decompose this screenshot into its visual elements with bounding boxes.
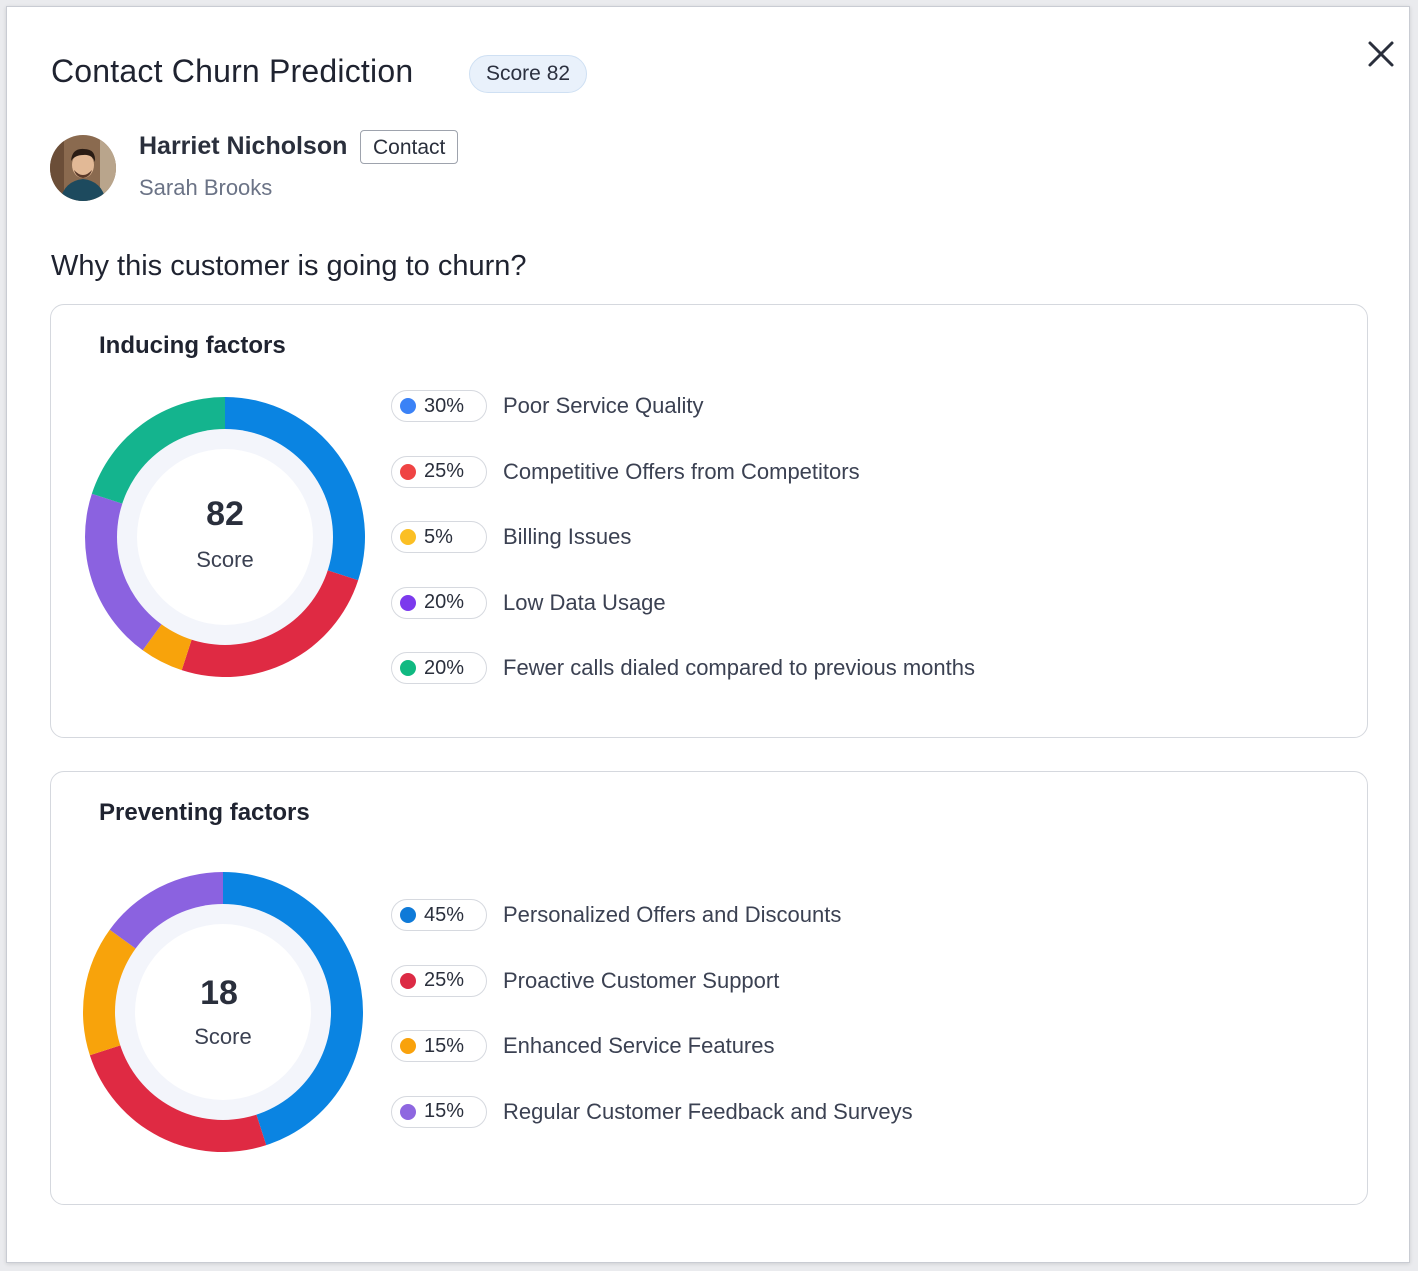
- donut-slice: [91, 397, 226, 505]
- factor-percent: 5%: [424, 525, 453, 548]
- factor-percent-pill: 25%: [391, 455, 487, 488]
- factor-percent: 25%: [424, 460, 465, 483]
- dialog-title: Contact Churn Prediction: [51, 53, 414, 89]
- factor-label: Regular Customer Feedback and Surveys: [503, 1098, 913, 1124]
- factor-row: 45% Personalized Offers and Discounts: [391, 898, 841, 932]
- legend-dot-icon: [400, 660, 416, 677]
- factor-percent-pill: 5%: [391, 521, 487, 554]
- churn-dialog: Contact Churn Prediction Score 82 Harrie…: [6, 6, 1410, 1263]
- factor-row: 20% Fewer calls dialed compared to previo…: [391, 651, 975, 685]
- donut-slice: [223, 872, 363, 1146]
- factor-label: Billing Issues: [503, 524, 632, 550]
- factor-percent: 25%: [424, 969, 465, 992]
- contact-name[interactable]: Harriet Nicholson: [139, 132, 348, 160]
- factor-row: 30% Poor Service Quality: [391, 389, 704, 423]
- factor-row: 25% Proactive Customer Support: [391, 964, 779, 998]
- factor-label: Personalized Offers and Discounts: [503, 902, 842, 927]
- section-heading: Why this customer is going to churn?: [51, 250, 527, 282]
- factor-row: 20% Low Data Usage: [391, 586, 666, 620]
- factor-percent-pill: 15%: [391, 1030, 487, 1063]
- legend-dot-icon: [400, 398, 416, 414]
- factor-percent-pill: 25%: [391, 964, 487, 997]
- donut-center: [135, 924, 311, 1100]
- donut-slice: [83, 929, 138, 1056]
- legend-dot-icon: [400, 463, 416, 480]
- factor-row: 5% Billing Issues: [391, 520, 631, 554]
- legend-dot-icon: [400, 529, 416, 546]
- donut-score-label: Score: [194, 1024, 251, 1049]
- donut-score-label: Score: [196, 547, 253, 572]
- panel-title: Inducing factors: [99, 332, 286, 359]
- factor-label: Fewer calls dialed compared to previous …: [503, 655, 976, 681]
- contact-owner: Sarah Brooks: [139, 175, 273, 200]
- factor-percent-pill: 15%: [391, 1095, 487, 1128]
- donut-slice: [225, 397, 366, 581]
- factor-percent: 20%: [424, 591, 465, 614]
- legend-dot-icon: [400, 907, 416, 923]
- contact-type-tag: Contact: [360, 130, 459, 164]
- legend-dot-icon: [400, 1103, 416, 1120]
- donut-score-value: 82: [206, 495, 244, 533]
- avatar: [50, 135, 116, 201]
- inducing-donut-chart: 82 Score: [85, 397, 366, 677]
- close-icon[interactable]: [1364, 37, 1398, 71]
- factor-percent: 45%: [424, 903, 465, 926]
- factor-label: Competitive Offers from Competitors: [503, 458, 860, 484]
- donut-score-value: 18: [200, 974, 238, 1012]
- factor-label: Proactive Customer Support: [503, 967, 780, 993]
- donut-center: [137, 449, 313, 625]
- factor-percent-pill: 45%: [391, 899, 487, 931]
- factor-percent-pill: 20%: [391, 586, 487, 619]
- factor-label: Low Data Usage: [503, 589, 666, 615]
- legend-dot-icon: [400, 594, 416, 611]
- panel-title: Preventing factors: [99, 799, 310, 826]
- score-badge: Score 82: [469, 55, 588, 93]
- factor-percent: 20%: [424, 656, 465, 679]
- factor-label: Poor Service Quality: [503, 393, 704, 418]
- factor-percent: 30%: [424, 394, 465, 417]
- inducing-factors-panel: Inducing factors 82 Score 30% Poor Servic…: [50, 304, 1368, 738]
- factor-percent-pill: 20%: [391, 652, 487, 685]
- legend-dot-icon: [400, 972, 416, 989]
- factor-row: 25% Competitive Offers from Competitors: [391, 455, 860, 489]
- factor-label: Enhanced Service Features: [503, 1033, 775, 1059]
- factor-row: 15% Enhanced Service Features: [391, 1029, 775, 1063]
- legend-dot-icon: [400, 1038, 416, 1055]
- factor-percent-pill: 30%: [391, 390, 487, 422]
- factor-percent: 15%: [424, 1034, 465, 1057]
- factor-row: 15% Regular Customer Feedback and Surveys: [391, 1095, 913, 1129]
- factor-percent: 15%: [424, 1100, 465, 1123]
- donut-slice: [109, 872, 223, 950]
- preventing-donut-chart: 18 Score: [83, 872, 363, 1152]
- preventing-factors-panel: Preventing factors 18 Score 45% Personali…: [50, 771, 1368, 1205]
